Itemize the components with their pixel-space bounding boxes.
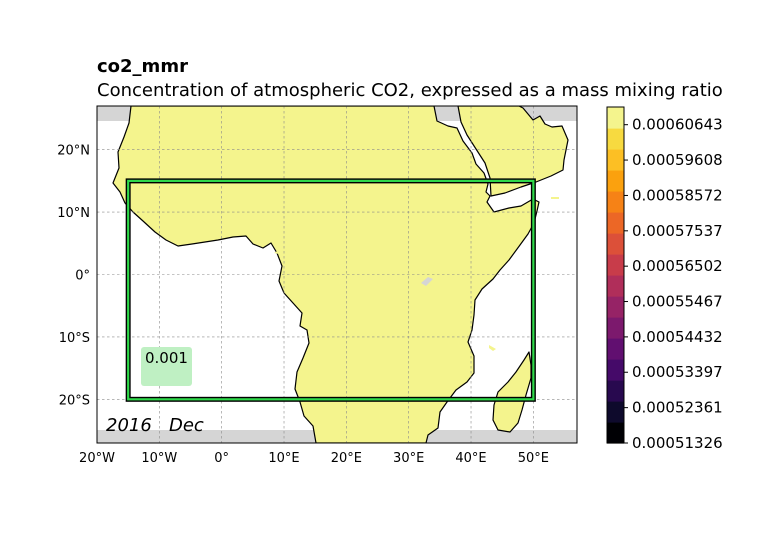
x-tick-label: 10°W (141, 451, 177, 466)
colorbar-tick-label: 0.00056502 (632, 257, 723, 275)
bioko-island (274, 250, 279, 254)
x-tick-labels: 20°W 10°W 0° 10°E 20°E 30°E 40°E 50°E (79, 451, 549, 466)
arabia-landmass (457, 106, 569, 197)
x-tick-label: 50°E (518, 451, 549, 466)
colorbar-segment (607, 233, 624, 255)
y-tick-label: 10°N (57, 206, 90, 221)
colorbar-segment (607, 359, 624, 381)
date-label: 2016 Dec (106, 415, 204, 436)
y-tick-label: 20°N (57, 144, 90, 159)
colorbar-tick-label: 0.00051326 (632, 434, 723, 452)
annotation-box (141, 347, 192, 386)
colorbar-segment (607, 296, 624, 318)
colorbar-segment (607, 212, 624, 234)
x-tick-label: 20°W (79, 451, 115, 466)
region-box (125, 178, 536, 402)
colorbar-segment (607, 401, 624, 423)
chart-subtitle: Concentration of atmospheric CO2, expres… (97, 80, 723, 101)
x-tick-label: 10°E (268, 451, 299, 466)
colorbar-segment (607, 254, 624, 276)
colorbar-segment (607, 149, 624, 171)
x-tick-label: 30°E (393, 451, 424, 466)
annotation-value: 0.001 (145, 349, 188, 367)
lake-victoria (421, 277, 433, 286)
colorbar-tick-label: 0.00057537 (632, 222, 723, 240)
y-tick-label: 10°S (59, 331, 90, 346)
x-tick-label: 20°E (331, 451, 362, 466)
colorbar-segment (607, 170, 624, 192)
colorbar-tick-label: 0.00052361 (632, 399, 723, 417)
y-tick-label: 20°S (59, 393, 90, 408)
colorbar-segment (607, 317, 624, 339)
colorbar-tick-label: 0.00060643 (632, 116, 723, 134)
colorbar-tick-label: 0.00059608 (632, 151, 723, 169)
madagascar-landmass (492, 351, 532, 433)
colorbar-segment (607, 275, 624, 297)
colorbar-segment (607, 128, 624, 150)
comoros-island (489, 345, 496, 351)
region-box-inner (127, 179, 535, 401)
chart-title: co2_mmr (97, 56, 188, 77)
colorbar-tick-label: 0.00054432 (632, 328, 723, 346)
colorbar: 0.00051326 0.00052361 0.00053397 0.00054432… (606, 106, 723, 452)
colorbar-segment (607, 422, 624, 444)
colorbar-segment (607, 107, 624, 129)
colorbar-segment (607, 338, 624, 360)
colorbar-tick-label: 0.00053397 (632, 363, 723, 381)
x-tick-label: 40°E (455, 451, 486, 466)
colorbar-frame (606, 106, 625, 444)
socotra-island (551, 197, 559, 199)
colorbar-tick-label: 0.00058572 (632, 186, 723, 204)
plot-frame (96, 105, 578, 444)
colorbar-segment (607, 191, 624, 213)
colorbar-segment (607, 380, 624, 402)
africa-landmass (112, 106, 540, 443)
colorbar-tick-label: 0.00055467 (632, 293, 723, 311)
y-tick-label: 0° (75, 269, 90, 284)
x-tick-label: 0° (214, 451, 229, 466)
y-tick-labels: 20°N 10°N 0° 10°S 20°S (57, 144, 90, 409)
